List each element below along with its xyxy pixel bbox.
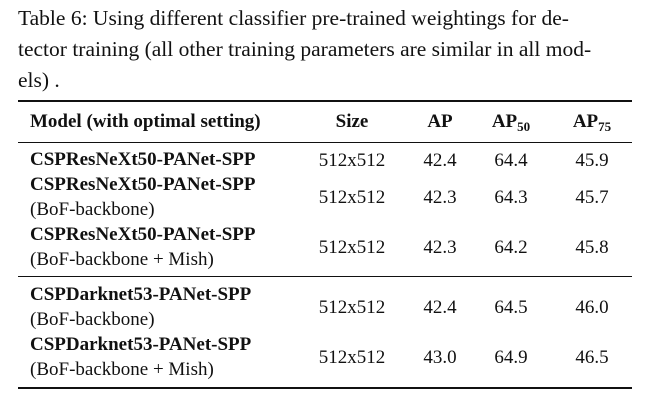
header-text: Model (with optimal setting) [30, 111, 261, 132]
model-note: (BoF-backbone) [30, 309, 155, 330]
value-cell: 45.8 [575, 237, 609, 258]
value-cell: 64.4 [494, 149, 528, 171]
value-cell: 45.7 [575, 187, 609, 208]
value-cell: 512x512 [318, 347, 386, 368]
model-name: CSPDarknet53-PANet-SPP [30, 284, 252, 305]
header-subscript: 50 [517, 119, 531, 134]
value-cell: 42.3 [423, 237, 457, 258]
caption-line: Table 6: Using different classifier pre-… [18, 6, 569, 30]
model-name: CSPDarknet53-PANet-SPP [30, 334, 252, 355]
model-name: CSPResNeXt50-PANet-SPP [30, 149, 256, 170]
model-name: CSPResNeXt50-PANet-SPP [30, 224, 256, 245]
value-cell: 42.3 [423, 187, 457, 208]
header-text: AP [572, 111, 599, 132]
header-cell: Size [336, 109, 369, 134]
value-cell: 512x512 [318, 237, 386, 258]
header-cell: AP [427, 109, 452, 134]
value-cell: 64.5 [494, 297, 528, 318]
value-cell: 45.9 [575, 149, 609, 171]
value-cell: 46.5 [575, 347, 609, 368]
value-cell: 64.3 [494, 187, 528, 208]
header-cell: Model (with optimal setting) [30, 109, 261, 134]
table-rule [18, 387, 632, 389]
header-subscript: 75 [598, 119, 612, 134]
table-rule [18, 276, 632, 277]
header-cell: AP75 [573, 109, 611, 134]
model-note: (BoF-backbone + Mish) [30, 359, 214, 380]
header-text: AP [427, 111, 453, 132]
header-text: Size [335, 111, 369, 132]
value-cell: 42.4 [423, 297, 457, 318]
value-cell: 512x512 [318, 297, 386, 318]
model-note: (BoF-backbone) [30, 199, 155, 220]
table-rule [18, 142, 632, 143]
caption-line: tector training (all other training para… [18, 37, 592, 61]
value-cell: 64.9 [494, 347, 528, 368]
value-cell: 43.0 [423, 347, 457, 368]
value-cell: 46.0 [575, 297, 609, 318]
model-note: (BoF-backbone + Mish) [30, 249, 214, 270]
table-rule [18, 100, 632, 102]
model-name: CSPResNeXt50-PANet-SPP [30, 174, 256, 195]
caption-line: els) . [18, 68, 60, 92]
value-cell: 512x512 [318, 149, 386, 171]
header-text: AP [491, 111, 518, 132]
value-cell: 42.4 [423, 149, 457, 171]
header-cell: AP50 [492, 109, 530, 134]
value-cell: 64.2 [494, 237, 528, 258]
value-cell: 512x512 [318, 187, 386, 208]
